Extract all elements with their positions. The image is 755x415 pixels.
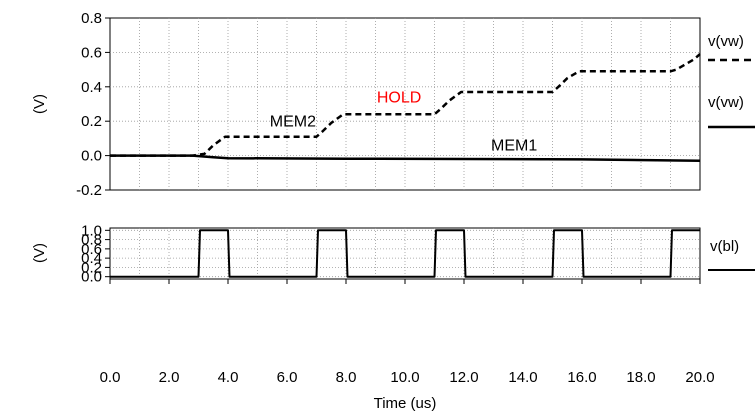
x-tick-label: 16.0 bbox=[567, 369, 596, 386]
bottom-y-ticks: 0.00.20.40.60.81.0 bbox=[81, 222, 110, 286]
y-tick-label: 0.4 bbox=[81, 250, 102, 267]
annotation-label: MEM2 bbox=[270, 113, 316, 130]
x-axis-title: Time (us) bbox=[374, 395, 437, 412]
annotation-label: MEM1 bbox=[491, 137, 537, 154]
x-tick-label: 8.0 bbox=[336, 369, 357, 386]
y-tick-label: 1.0 bbox=[81, 222, 102, 239]
top-y-axis-title: (V) bbox=[31, 94, 48, 114]
y-tick-label: 0.8 bbox=[81, 10, 102, 27]
top-plot-grid bbox=[110, 18, 700, 190]
bottom-plot-panel: 0.00.20.40.60.81.0 0.0 2.0 4.0 6.0 8.0 10.0 12… bbox=[31, 222, 715, 412]
legend-label-vw-solid: v(vw) bbox=[708, 94, 744, 111]
y-tick-label: 0.4 bbox=[81, 79, 102, 96]
y-tick-label: 0.0 bbox=[81, 148, 102, 165]
series-line-0 bbox=[110, 229, 700, 278]
y-tick-label: -0.2 bbox=[76, 182, 102, 199]
y-tick-label: 0.0 bbox=[81, 269, 102, 286]
top-plot-area bbox=[109, 17, 701, 191]
y-tick-label: 0.2 bbox=[81, 113, 102, 130]
top-y-ticks: -0.2 0.0 0.2 0.4 0.6 0.8 bbox=[76, 10, 110, 199]
x-tick-label: 4.0 bbox=[218, 369, 239, 386]
top-plot-panel: -0.2 0.0 0.2 0.4 0.6 0.8 HOLD MEM2 MEM1 (V) bbox=[31, 10, 701, 199]
series-line-0 bbox=[110, 53, 701, 157]
x-tick-label: 20.0 bbox=[685, 369, 714, 386]
x-tick-label: 10.0 bbox=[390, 369, 419, 386]
annotation-label: HOLD bbox=[377, 89, 421, 106]
top-plot-series bbox=[110, 53, 701, 163]
y-tick-label: 0.8 bbox=[81, 232, 102, 249]
top-plot-annotations: HOLD MEM2 MEM1 bbox=[270, 89, 538, 154]
x-tick-label: 0.0 bbox=[100, 369, 121, 386]
legend-label-bl: v(bl) bbox=[710, 238, 739, 255]
x-tick-label: 2.0 bbox=[159, 369, 180, 386]
x-tick-label: 6.0 bbox=[277, 369, 298, 386]
x-ticks: 0.0 2.0 4.0 6.0 8.0 10.0 12.0 14.0 16.0 18.0 20.0 bbox=[100, 279, 715, 386]
bottom-plot-series bbox=[110, 229, 700, 278]
y-tick-label: 0.6 bbox=[81, 44, 102, 61]
top-legend: v(vw) v(vw) bbox=[708, 33, 755, 129]
bottom-legend: v(bl) bbox=[708, 238, 755, 271]
series-line-1 bbox=[110, 154, 701, 163]
y-tick-label: 0.6 bbox=[81, 241, 102, 258]
y-tick-label: 0.2 bbox=[81, 259, 102, 276]
bottom-y-axis-title: (V) bbox=[31, 243, 48, 263]
legend-label-vw-dashed: v(vw) bbox=[708, 33, 744, 50]
x-tick-label: 12.0 bbox=[449, 369, 478, 386]
x-tick-label: 14.0 bbox=[508, 369, 537, 386]
x-tick-label: 18.0 bbox=[626, 369, 655, 386]
